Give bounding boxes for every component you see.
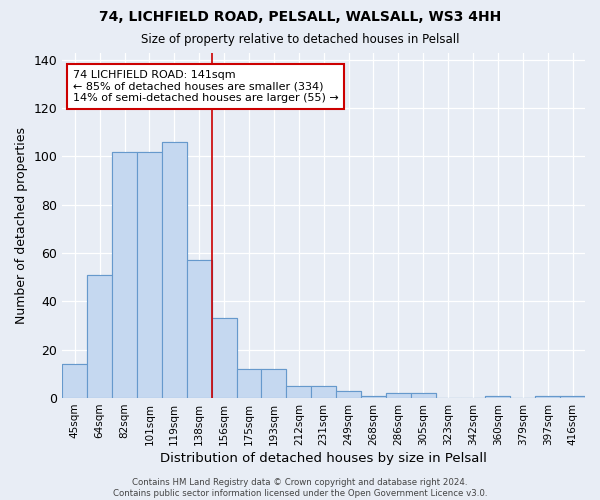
Bar <box>560 396 585 398</box>
Bar <box>560 396 585 398</box>
Bar <box>286 386 311 398</box>
Bar <box>87 275 112 398</box>
Bar <box>311 386 336 398</box>
Bar <box>336 391 361 398</box>
Bar <box>212 318 236 398</box>
X-axis label: Distribution of detached houses by size in Pelsall: Distribution of detached houses by size … <box>160 452 487 465</box>
Bar <box>535 396 560 398</box>
Text: 74 LICHFIELD ROAD: 141sqm
← 85% of detached houses are smaller (334)
14% of semi: 74 LICHFIELD ROAD: 141sqm ← 85% of detac… <box>73 70 338 103</box>
Bar <box>187 260 212 398</box>
Bar <box>162 142 187 398</box>
Bar <box>137 152 162 398</box>
Bar <box>187 260 212 398</box>
Bar <box>236 369 262 398</box>
Bar <box>485 396 511 398</box>
Bar <box>386 393 411 398</box>
Text: Contains HM Land Registry data © Crown copyright and database right 2024.
Contai: Contains HM Land Registry data © Crown c… <box>113 478 487 498</box>
Bar <box>212 318 236 398</box>
Bar <box>411 393 436 398</box>
Bar <box>336 391 361 398</box>
Bar <box>162 142 187 398</box>
Bar <box>62 364 87 398</box>
Text: Size of property relative to detached houses in Pelsall: Size of property relative to detached ho… <box>141 32 459 46</box>
Bar <box>87 275 112 398</box>
Bar <box>386 393 411 398</box>
Bar <box>361 396 386 398</box>
Text: 74, LICHFIELD ROAD, PELSALL, WALSALL, WS3 4HH: 74, LICHFIELD ROAD, PELSALL, WALSALL, WS… <box>99 10 501 24</box>
Bar <box>62 364 87 398</box>
Bar <box>311 386 336 398</box>
Bar <box>485 396 511 398</box>
Bar <box>411 393 436 398</box>
Bar <box>112 152 137 398</box>
Bar <box>137 152 162 398</box>
Bar <box>286 386 311 398</box>
Bar <box>236 369 262 398</box>
Y-axis label: Number of detached properties: Number of detached properties <box>15 127 28 324</box>
Bar <box>262 369 286 398</box>
Bar <box>262 369 286 398</box>
Bar <box>535 396 560 398</box>
Bar <box>112 152 137 398</box>
Bar <box>361 396 386 398</box>
